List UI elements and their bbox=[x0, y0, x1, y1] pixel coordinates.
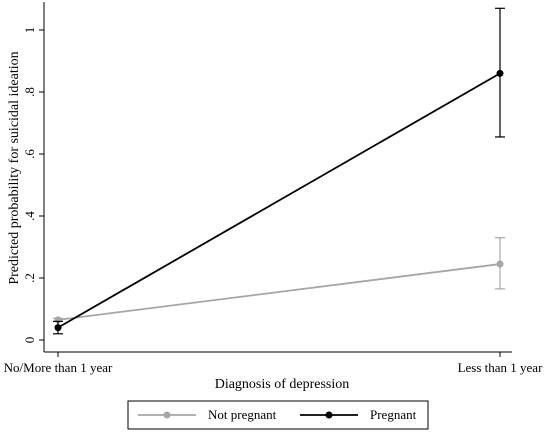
x-axis-title: Diagnosis of depression bbox=[215, 377, 350, 392]
legend-marker bbox=[163, 411, 171, 419]
series-line bbox=[57, 72, 501, 329]
data-point bbox=[54, 324, 62, 332]
y-axis: 0 .2 .4 .6 .8 1 bbox=[22, 2, 45, 352]
series-not-pregnant bbox=[53, 237, 505, 324]
y-tick-label: .4 bbox=[22, 211, 37, 221]
y-tick-label: .2 bbox=[22, 273, 37, 283]
legend-label: Not pregnant bbox=[208, 407, 277, 422]
y-tick-label: .8 bbox=[22, 87, 37, 97]
x-tick-label: Less than 1 year bbox=[458, 360, 544, 375]
legend-item: Pregnant bbox=[300, 407, 417, 422]
legend: Not pregnant Pregnant bbox=[127, 400, 429, 430]
series-line bbox=[57, 263, 501, 321]
y-axis-title: Predicted probability for suicidal ideat… bbox=[7, 51, 22, 284]
x-tick-label: No/More than 1 year bbox=[4, 360, 113, 375]
y-tick-label: 0 bbox=[22, 337, 37, 344]
plot-area bbox=[53, 7, 505, 335]
data-point bbox=[496, 69, 504, 77]
legend-label: Pregnant bbox=[370, 407, 417, 422]
legend-marker bbox=[325, 411, 333, 419]
x-axis: No/More than 1 year Less than 1 year bbox=[4, 351, 544, 375]
legend-item: Not pregnant bbox=[138, 407, 277, 422]
series-pregnant bbox=[53, 7, 505, 335]
y-tick-label: 1 bbox=[22, 27, 37, 34]
data-point bbox=[496, 260, 504, 268]
y-tick-label: .6 bbox=[22, 149, 37, 159]
